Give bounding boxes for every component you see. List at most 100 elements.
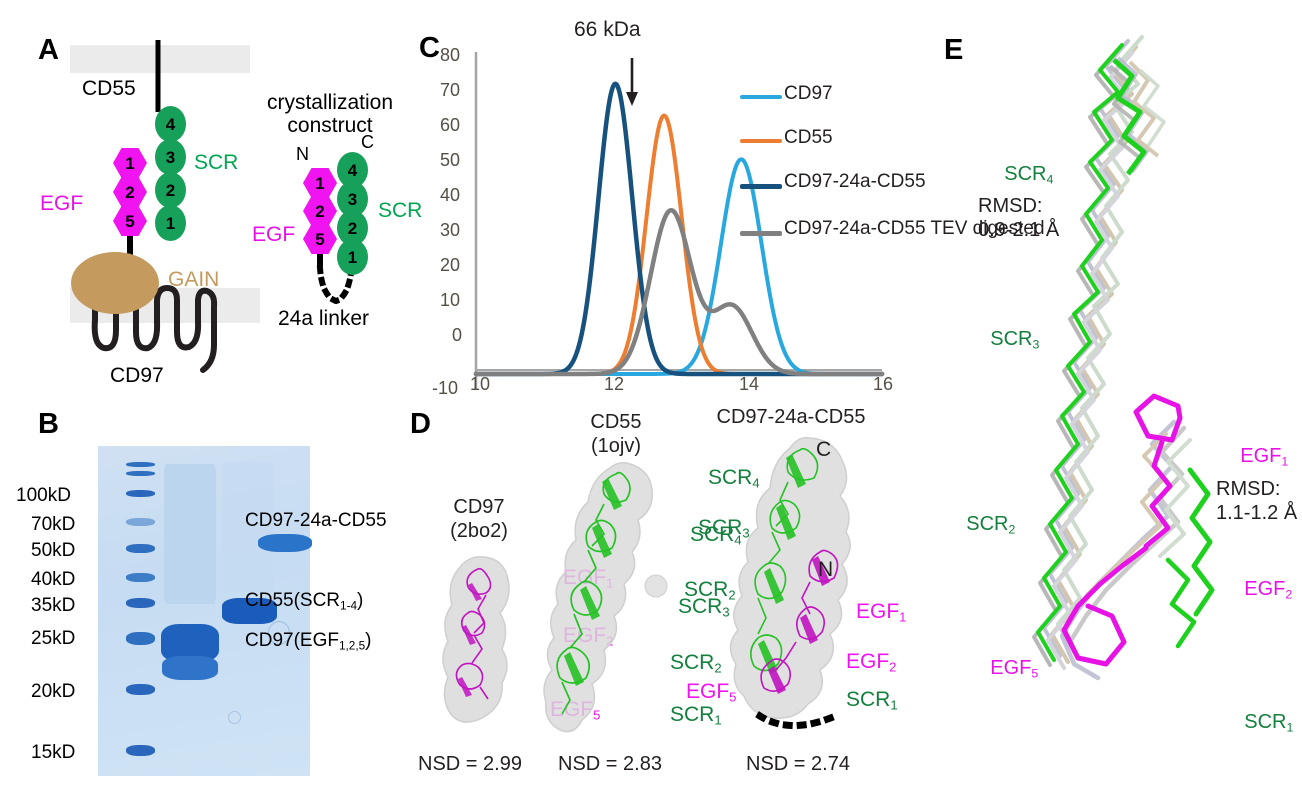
panel-b: B 100kD 70kD 50kD 40kD 35kD 25kD 20kD 15… bbox=[0, 398, 420, 790]
xtick-14: 14 bbox=[739, 374, 760, 394]
structure-2-label-scr3-sub: 3 bbox=[722, 604, 730, 620]
ladder-band-100 bbox=[126, 490, 155, 497]
ladder-band-top1 bbox=[126, 462, 155, 467]
sds-page-gel-image bbox=[98, 446, 312, 776]
legend-label-cd55: CD55 bbox=[784, 127, 833, 148]
linker-label: 24a linker bbox=[278, 307, 370, 330]
ladder-label-70: 70kD bbox=[31, 514, 76, 535]
panel-b-letter: B bbox=[38, 408, 59, 440]
gel-band-lane3-main bbox=[222, 598, 277, 624]
structure-3-label-scr2-sub: 2 bbox=[728, 587, 736, 603]
ladder-label-50: 50kD bbox=[31, 540, 76, 561]
structure-3-n-terminus: N bbox=[818, 558, 834, 581]
construct-scr-ell-1 bbox=[337, 239, 368, 275]
ladder-band-40 bbox=[126, 573, 155, 582]
legend-swatch-cd97 bbox=[740, 95, 782, 99]
structure-1-ribbon bbox=[455, 567, 492, 700]
structure-3-label-scr3-sub: 3 bbox=[742, 525, 750, 541]
construct-title-line2: construct bbox=[287, 114, 373, 137]
structure-2-label-scr4: SCR4 bbox=[690, 523, 742, 548]
structure-2-label-scr2-sub: 2 bbox=[714, 660, 722, 676]
structure-2-title-line1: CD55 bbox=[590, 411, 642, 433]
panel-e-label-egf2: EGF2 bbox=[1222, 555, 1292, 625]
gel-label-cd97-egf: CD97(EGF1,2,5) bbox=[245, 630, 371, 652]
ytick-50: 50 bbox=[440, 150, 461, 170]
structure-2-label-scr4-text: SCR bbox=[690, 523, 735, 546]
ladder-band-top2 bbox=[126, 471, 155, 476]
ytick-neg10: -10 bbox=[432, 378, 459, 398]
panel-e-label-scr3-sub: 3 bbox=[1032, 337, 1040, 352]
annotation-66kda-arrow bbox=[626, 58, 638, 106]
structure-3-label-egf1-sub: 1 bbox=[899, 609, 907, 625]
panel-d: D CD97 (2bo2) EGF1 EGF2 EGF5 NSD = 2.99 … bbox=[398, 398, 928, 790]
legend-swatch-fusion bbox=[740, 184, 782, 189]
structure-3-label-egf2-text: EGF bbox=[846, 650, 890, 673]
structure-1-label-egf5-sub: 5 bbox=[593, 707, 601, 723]
structure-3-label-scr1-sub: 1 bbox=[890, 697, 898, 713]
gain-domain-shape bbox=[71, 252, 159, 314]
structure-3-title: CD97-24a-CD55 bbox=[716, 406, 866, 428]
ladder-band-70 bbox=[126, 518, 155, 526]
structure-3-label-egf2: EGF2 bbox=[846, 650, 896, 675]
panel-e-label-egf5-sub: 5 bbox=[1031, 666, 1039, 681]
structure-3-label-scr1: SCR1 bbox=[846, 688, 898, 713]
xtick-16: 16 bbox=[873, 374, 894, 394]
scr-ell-4 bbox=[155, 106, 186, 142]
structure-2-ribbon bbox=[556, 471, 631, 715]
structure-3-envelope bbox=[729, 436, 851, 729]
ladder-label-35: 35kD bbox=[31, 595, 76, 616]
panel-e-label-scr4-sub: 4 bbox=[1046, 172, 1054, 187]
structure-3-label-scr4-sub: 4 bbox=[752, 475, 760, 491]
ytick-40: 40 bbox=[440, 185, 461, 205]
construct-egf-hex-1-number: 1 bbox=[315, 174, 325, 193]
construct-scr-label: SCR bbox=[378, 199, 423, 222]
structure-1-title-line1: CD97 bbox=[453, 496, 505, 518]
ladder-band-20 bbox=[126, 684, 155, 695]
gel-label-cd97-end: ) bbox=[365, 630, 372, 651]
construct-egf-hex-5-number: 5 bbox=[315, 230, 325, 249]
panel-e-label-scr1-text: SCR bbox=[1244, 711, 1287, 733]
structure-3-label-scr4: SCR4 bbox=[708, 466, 760, 491]
ytick-30: 30 bbox=[440, 220, 461, 240]
structure-3-nsd: NSD = 2.74 bbox=[746, 753, 850, 775]
ladder-label-40: 40kD bbox=[31, 569, 76, 590]
panel-e-label-egf1-text: EGF bbox=[1240, 445, 1282, 467]
scr-ell-4-number: 4 bbox=[165, 115, 176, 134]
gel-label-cd55-main: CD55(SCR bbox=[245, 590, 341, 611]
ladder-label-15: 15kD bbox=[31, 742, 76, 763]
egf-label: EGF bbox=[40, 192, 84, 215]
construct-n-terminus: N bbox=[296, 144, 309, 164]
panel-e-label-egf1: EGF1 bbox=[1218, 422, 1288, 492]
construct-scr-ell-1-number: 1 bbox=[347, 248, 358, 267]
egf-hex-2-number: 2 bbox=[125, 183, 135, 202]
gel-band-lane2-main bbox=[161, 624, 219, 662]
construct-scr-ell-2-number: 2 bbox=[347, 219, 358, 238]
structure-2-label-scr1: SCR1 bbox=[670, 703, 722, 728]
structure-1-title-line2: (2bo2) bbox=[450, 520, 508, 542]
cd55-label: CD55 bbox=[82, 77, 136, 100]
structure-3-label-scr1-text: SCR bbox=[846, 688, 891, 711]
ytick-10: 10 bbox=[440, 290, 461, 310]
scr-ell-3-number: 3 bbox=[165, 148, 176, 167]
ladder-band-35 bbox=[126, 598, 155, 608]
structure-1-nsd: NSD = 2.99 bbox=[418, 753, 522, 775]
structure-3-magenta-ribbon bbox=[760, 549, 839, 692]
legend-label-cd97: CD97 bbox=[784, 83, 833, 104]
panel-e-rmsd-bot-line1: RMSD: bbox=[1216, 478, 1281, 500]
gel-bubble-1 bbox=[268, 621, 290, 645]
series-cd97-24a-cd55-tev-digested bbox=[473, 208, 885, 377]
panel-e-superposition bbox=[1032, 35, 1215, 681]
construct-c-terminus: C bbox=[361, 132, 374, 152]
panel-e-label-scr1: SCR1 bbox=[1222, 688, 1293, 758]
gain-label: GAIN bbox=[168, 268, 220, 291]
structure-3-linker-dashes bbox=[755, 709, 845, 729]
gel-label-cd55-sub: 1-4 bbox=[340, 599, 358, 613]
legend-swatch-cd55 bbox=[740, 139, 782, 143]
panel-a: A GAIN CD55 CD97 EGF SCR 1 2 5 4 3 2 1 bbox=[0, 0, 423, 400]
panel-e-label-scr1-sub: 1 bbox=[1286, 720, 1294, 735]
xtick-10: 10 bbox=[470, 374, 491, 394]
panel-a-letter: A bbox=[38, 34, 59, 66]
egf-hex-5-number: 5 bbox=[125, 212, 135, 231]
structure-2-label-scr4-sub: 4 bbox=[734, 532, 742, 548]
scr-ell-2-number: 2 bbox=[165, 181, 176, 200]
